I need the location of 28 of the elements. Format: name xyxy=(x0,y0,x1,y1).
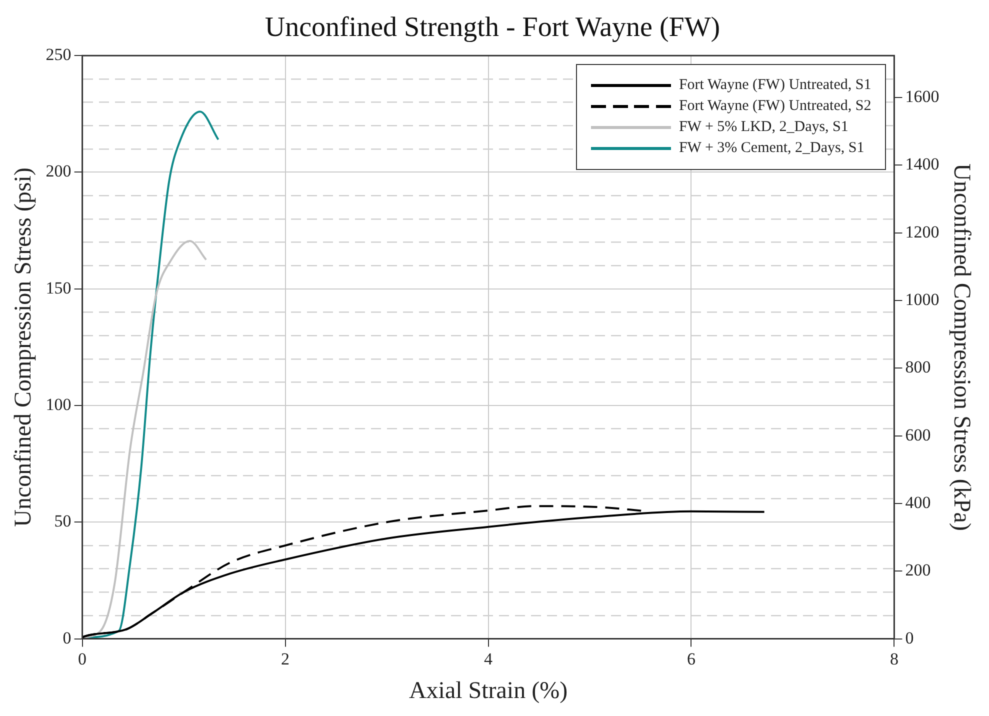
y2-tick-label: 0 xyxy=(905,628,914,648)
x-tick-label: 4 xyxy=(484,649,493,668)
y-tick-label: 50 xyxy=(54,512,72,531)
y2-tick-label: 1600 xyxy=(905,86,940,106)
y-tick-label: 100 xyxy=(46,394,72,414)
y2-tick-label: 1200 xyxy=(905,222,940,242)
legend-label: FW + 3% Cement, 2_Days, S1 xyxy=(678,140,864,157)
legend-label: Fort Wayne (FW) Untreated, S1 xyxy=(678,76,872,94)
y2-tick-label: 1400 xyxy=(905,154,940,174)
x-tick-label: 0 xyxy=(78,649,87,668)
y2-tick-label: 400 xyxy=(905,492,931,512)
x-tick-label: 8 xyxy=(890,649,898,668)
y2-tick-label: 600 xyxy=(905,425,931,444)
y-tick-label: 250 xyxy=(46,45,72,64)
y2-tick-label: 200 xyxy=(905,560,931,580)
legend-label: Fort Wayne (FW) Untreated, S2 xyxy=(678,98,872,115)
x-tick-label: 2 xyxy=(281,649,290,668)
y-tick-label: 0 xyxy=(62,628,72,648)
x-axis-title: Axial Strain (%) xyxy=(408,678,568,704)
x-tick-label: 6 xyxy=(686,649,696,668)
y-tick-label: 150 xyxy=(46,278,72,298)
y2-tick-label: 1000 xyxy=(905,290,940,309)
y2-tick-label: 800 xyxy=(905,358,931,377)
chart-title: Unconfined Strength - Fort Wayne (FW) xyxy=(264,12,720,44)
y2-axis-title: Unconfined Compression Stress (kPa) xyxy=(948,164,974,531)
y-axis-title: Unconfined Compression Stress (psi) xyxy=(10,168,37,527)
legend-label: FW + 5% LKD, 2_Days, S1 xyxy=(678,118,848,136)
y-tick-label: 200 xyxy=(46,162,72,181)
